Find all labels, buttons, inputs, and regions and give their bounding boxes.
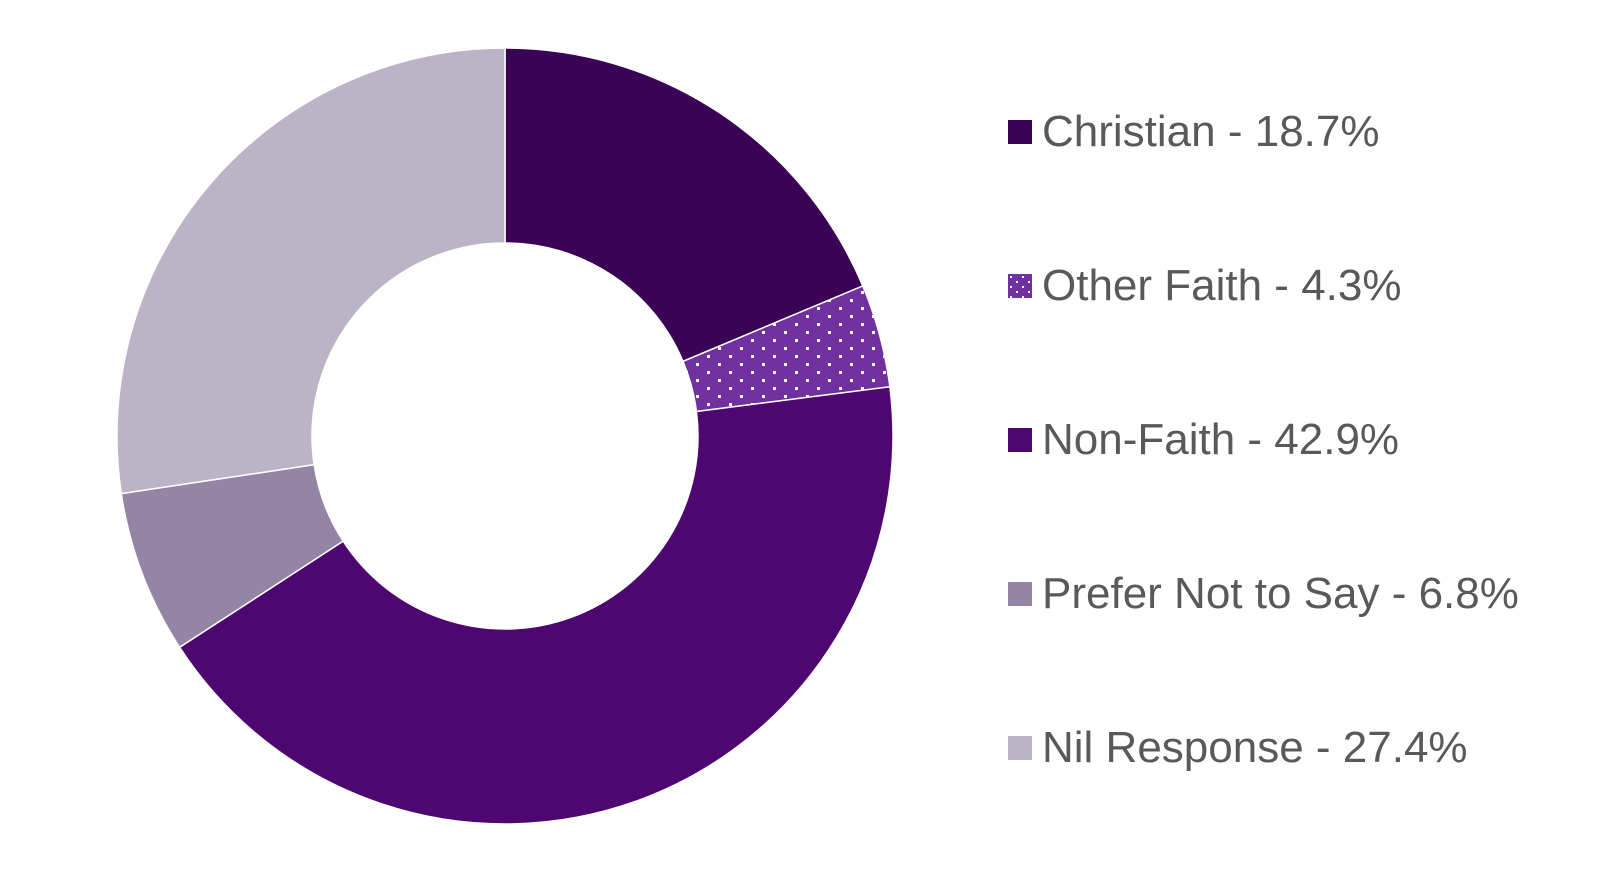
slice-non-faith xyxy=(178,385,894,825)
legend-item-prefer-not-to-say: Prefer Not to Say - 6.8% xyxy=(1008,560,1588,628)
legend-item-christian: Christian - 18.7% xyxy=(1008,98,1588,166)
legend-swatch-christian xyxy=(1008,120,1032,144)
legend-item-nil-response: Nil Response - 27.4% xyxy=(1008,714,1588,782)
legend-label-nil-response: Nil Response - 27.4% xyxy=(1042,723,1468,772)
legend-swatch-non-faith xyxy=(1008,428,1032,452)
legend-swatch-nil-response xyxy=(1008,736,1032,760)
donut-slices xyxy=(116,47,894,825)
slice-christian xyxy=(504,47,864,363)
legend-item-non-faith: Non-Faith - 42.9% xyxy=(1008,406,1588,474)
slice-nil-response xyxy=(116,47,506,495)
legend-swatch-prefer-not-to-say xyxy=(1008,582,1032,606)
legend-item-other-faith: Other Faith - 4.3% xyxy=(1008,252,1588,320)
legend-label-non-faith: Non-Faith - 42.9% xyxy=(1042,415,1400,464)
legend-swatch-other-faith xyxy=(1008,274,1032,298)
legend-label-other-faith: Other Faith - 4.3% xyxy=(1042,261,1402,310)
chart-legend: Christian - 18.7% Other Faith - 4.3% Non… xyxy=(1008,98,1588,782)
legend-label-christian: Christian - 18.7% xyxy=(1042,107,1380,156)
legend-label-prefer-not-to-say: Prefer Not to Say - 6.8% xyxy=(1042,569,1519,618)
